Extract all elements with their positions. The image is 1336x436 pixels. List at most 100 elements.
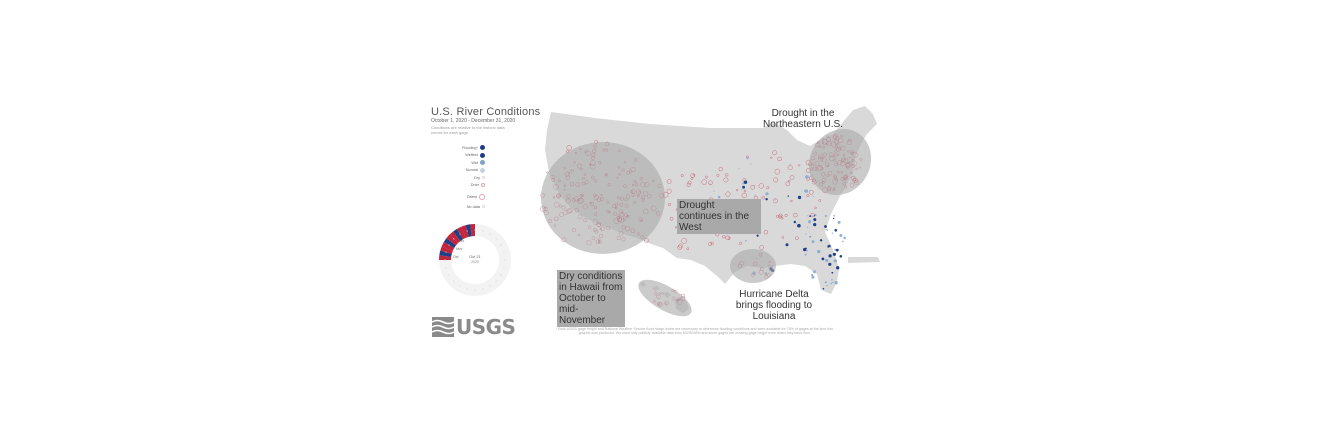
gage-symbol [793, 212, 798, 218]
gage-symbol [739, 241, 743, 245]
wheel-tick [474, 289, 476, 291]
wheel-tick [482, 230, 484, 232]
gage-symbol [678, 243, 683, 249]
gage-symbol [741, 189, 743, 191]
gage-symbol [722, 235, 726, 239]
gage-symbol [667, 202, 671, 206]
gage-symbol [828, 244, 831, 248]
gage-symbol [666, 179, 672, 184]
gage-symbol [785, 243, 789, 247]
gage-symbol [677, 245, 683, 250]
gage-symbol [824, 214, 827, 218]
gage-symbol [818, 199, 822, 202]
gage-symbol [763, 230, 768, 235]
gage-symbol [809, 236, 811, 238]
legend-dot [481, 183, 485, 188]
legend-item-no-data: No data [430, 203, 485, 211]
timeline-wheel[interactable]: Dec Nov Oct Oct 21 2020 [435, 220, 515, 300]
gage-symbol [843, 236, 846, 240]
legend-item-wet: Wet [430, 159, 485, 167]
gage-symbol [761, 195, 766, 200]
gage-symbol [777, 156, 782, 162]
gage-symbol [713, 190, 715, 192]
legend-item-dry: Dry [430, 174, 485, 182]
northeast-highlight [808, 128, 872, 196]
wheel-tick [500, 274, 502, 276]
gage-symbol [687, 180, 692, 185]
callout-northeast: Drought in the Northeastern U.S. [762, 108, 844, 130]
gage-symbol [804, 189, 809, 193]
gage-symbol [811, 275, 815, 279]
gage-symbol [789, 163, 791, 165]
gage-symbol [770, 156, 773, 159]
wheel-segment [446, 234, 459, 246]
wheel-tick [453, 280, 455, 282]
gage-symbol [833, 217, 835, 220]
gage-symbol [826, 229, 828, 231]
gage-symbol [798, 164, 801, 167]
gage-symbol [814, 206, 817, 210]
wheel-segment [439, 255, 452, 260]
gage-symbol [835, 248, 839, 252]
wheel-tick [448, 244, 450, 246]
legend-item-normal: Normal [430, 167, 485, 175]
gage-symbol [828, 254, 832, 258]
wheel-segment [449, 231, 461, 244]
gage-symbol [797, 195, 802, 200]
legend: Flooding* Wettest Wet Normal Dry Drier D… [430, 144, 485, 211]
legend-dot [480, 145, 485, 151]
gage-symbol [772, 198, 778, 204]
gage-symbol [831, 278, 833, 281]
gage-symbol [785, 181, 790, 187]
wheel-segment [441, 242, 455, 251]
gage-symbol [701, 179, 707, 185]
gage-symbol [824, 225, 827, 228]
gage-symbol [807, 226, 809, 228]
gage-symbol [833, 259, 837, 263]
legend-item-drier: Drier [430, 182, 485, 190]
month-label-nov: Nov [456, 247, 462, 251]
gage-symbol [674, 226, 677, 229]
gage-symbol [803, 248, 807, 252]
gage-symbol [774, 168, 781, 175]
gage-symbol [750, 163, 752, 165]
gage-symbol [741, 192, 747, 199]
wheel-tick [453, 238, 455, 240]
gage-symbol [774, 199, 777, 201]
gage-symbol [736, 188, 739, 192]
gage-symbol [765, 198, 768, 201]
gage-symbol [821, 257, 825, 261]
wheel-segment [440, 246, 453, 254]
gage-symbol [834, 248, 837, 251]
gage-symbol [797, 223, 801, 228]
wheel-tick [482, 288, 484, 290]
gage-symbol [839, 255, 843, 258]
gage-symbol [742, 185, 745, 189]
gage-symbol [837, 220, 841, 224]
west-highlight [541, 142, 665, 254]
legend-item-flooding: Flooding* [430, 144, 485, 152]
gage-symbol [790, 199, 793, 203]
gage-symbol [804, 253, 807, 256]
gage-symbol [756, 234, 759, 237]
gage-symbol [808, 189, 814, 195]
gage-symbol [834, 281, 838, 285]
gage-symbol [717, 195, 721, 199]
gage-symbol [725, 191, 731, 197]
current-date: Oct 21 [469, 254, 482, 259]
usgs-wave-icon [432, 317, 454, 337]
gage-symbol [781, 236, 785, 239]
gage-symbol [795, 222, 798, 224]
wheel-segment [465, 224, 472, 237]
callout-hurricane-delta: Hurricane Delta brings flooding to Louis… [735, 289, 813, 322]
gage-symbol [825, 258, 829, 263]
gage-symbol [566, 145, 572, 151]
wheel-tick [466, 288, 468, 290]
gage-symbol [834, 229, 838, 232]
gage-symbol [680, 174, 684, 178]
legend-dot [480, 167, 485, 173]
callout-hawaii: Dry conditions in Hawaii from October to… [557, 270, 625, 327]
wheel-tick [503, 251, 505, 253]
date-range: October 1, 2020 - December 31, 2020 [431, 118, 516, 124]
gage-symbol [692, 173, 696, 177]
